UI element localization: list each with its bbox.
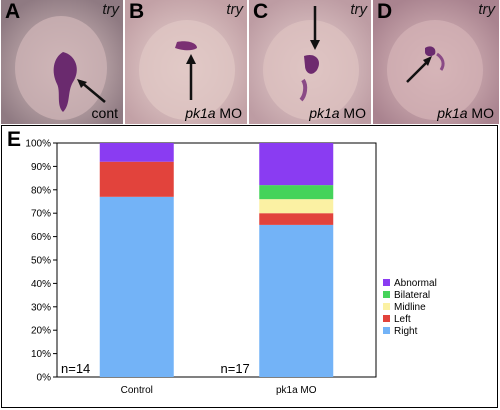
condition-label-d: pk1a MO — [437, 105, 494, 121]
y-tick-label: 20% — [31, 326, 51, 337]
panel-b: B try pk1a MO — [125, 0, 247, 124]
panel-d: D try pk1a MO — [373, 0, 499, 124]
gene-label-d: try — [478, 1, 495, 18]
legend-swatch-abnormal — [383, 279, 390, 286]
y-tick-label: 100% — [25, 139, 51, 150]
legend-swatch-right — [383, 327, 390, 334]
x-tick-label: Control — [121, 385, 153, 396]
gene-label-c: try — [350, 1, 367, 18]
embryo-image-a — [1, 0, 123, 124]
gene-label-a: try — [102, 1, 119, 18]
y-tick-label: 0% — [37, 373, 52, 384]
legend-swatch-midline — [383, 303, 390, 310]
x-tick-label: pk1a MO — [276, 385, 317, 396]
sample-size-label: n=14 — [61, 361, 90, 376]
y-tick-label: 60% — [31, 232, 51, 243]
legend-label-left: Left — [394, 314, 411, 325]
bar-segment-abnormal — [99, 143, 174, 162]
legend-label-midline: Midline — [394, 302, 426, 313]
bar-segment-right — [99, 196, 174, 377]
bar-segment-midline — [259, 199, 334, 214]
sample-size-label: n=17 — [221, 361, 250, 376]
legend-swatch-bilateral — [383, 291, 390, 298]
y-tick-label: 90% — [31, 162, 51, 173]
legend-swatch-left — [383, 315, 390, 322]
legend-label-abnormal: Abnormal — [394, 278, 437, 289]
y-tick-label: 80% — [31, 185, 51, 196]
stacked-bar-chart: 0% 10% 20% 30% 40% 50% 60% 70% 80% 90% 100% Control… — [25, 139, 437, 397]
bar-segment-bilateral — [259, 185, 334, 200]
embryo-image-b — [125, 0, 247, 124]
legend-label-bilateral: Bilateral — [394, 290, 430, 301]
y-tick-label: 30% — [31, 302, 51, 313]
panel-label-e: E — [7, 128, 22, 151]
panel-a: A try cont — [1, 0, 123, 124]
y-tick-label: 50% — [31, 256, 51, 267]
condition-label-c: pk1a MO — [309, 105, 366, 121]
y-tick-label: 10% — [31, 349, 51, 360]
panel-c: C try pk1a MO — [249, 0, 371, 124]
legend-label-right: Right — [394, 326, 418, 337]
panel-label-b: B — [129, 0, 145, 23]
bar-segment-right — [259, 224, 334, 377]
bar-segment-left — [259, 213, 334, 225]
panel-label-c: C — [253, 0, 269, 23]
panel-label-a: A — [5, 0, 21, 23]
bar-segment-left — [99, 161, 174, 197]
embryo-image-c — [249, 0, 371, 124]
condition-label-b: pk1a MO — [185, 105, 242, 121]
gene-label-b: try — [226, 1, 243, 18]
embryo-image-d — [373, 0, 499, 124]
y-tick-label: 70% — [31, 209, 51, 220]
panel-label-d: D — [377, 0, 393, 23]
panel-e-chart: E 0% 10% 20% 30% 40% 50% 60% 70% 80% 90% 100% Contr… — [1, 125, 498, 408]
y-tick-label: 40% — [31, 279, 51, 290]
condition-label-a: cont — [91, 105, 118, 121]
bar-segment-abnormal — [259, 143, 334, 186]
